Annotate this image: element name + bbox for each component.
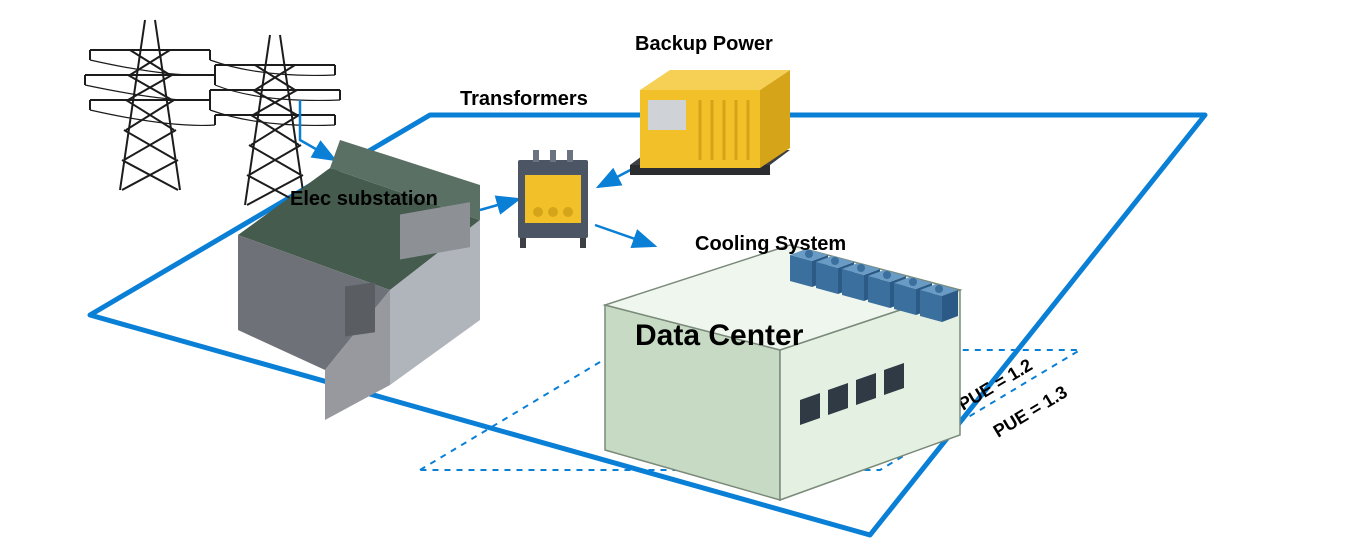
data-center-label: Data Center [635, 319, 804, 352]
arrow-grid-to-substation [300, 100, 335, 160]
substation-building [238, 140, 480, 420]
arrow-substation-to-transformer [480, 199, 519, 210]
infrastructure-diagram: PUE = 1.2 PUE = 1.3 [0, 0, 1370, 550]
cooling-system-label: Cooling System [695, 233, 846, 255]
backup-power-label: Backup Power [635, 33, 773, 55]
transformer [518, 150, 588, 248]
transformers-label: Transformers [460, 88, 588, 110]
tower-1 [85, 20, 215, 190]
substation-label: Elec substation [290, 188, 438, 210]
backup-generator [630, 70, 790, 175]
transmission-towers [85, 20, 340, 205]
arrow-transformer-to-datacenter [595, 225, 655, 246]
